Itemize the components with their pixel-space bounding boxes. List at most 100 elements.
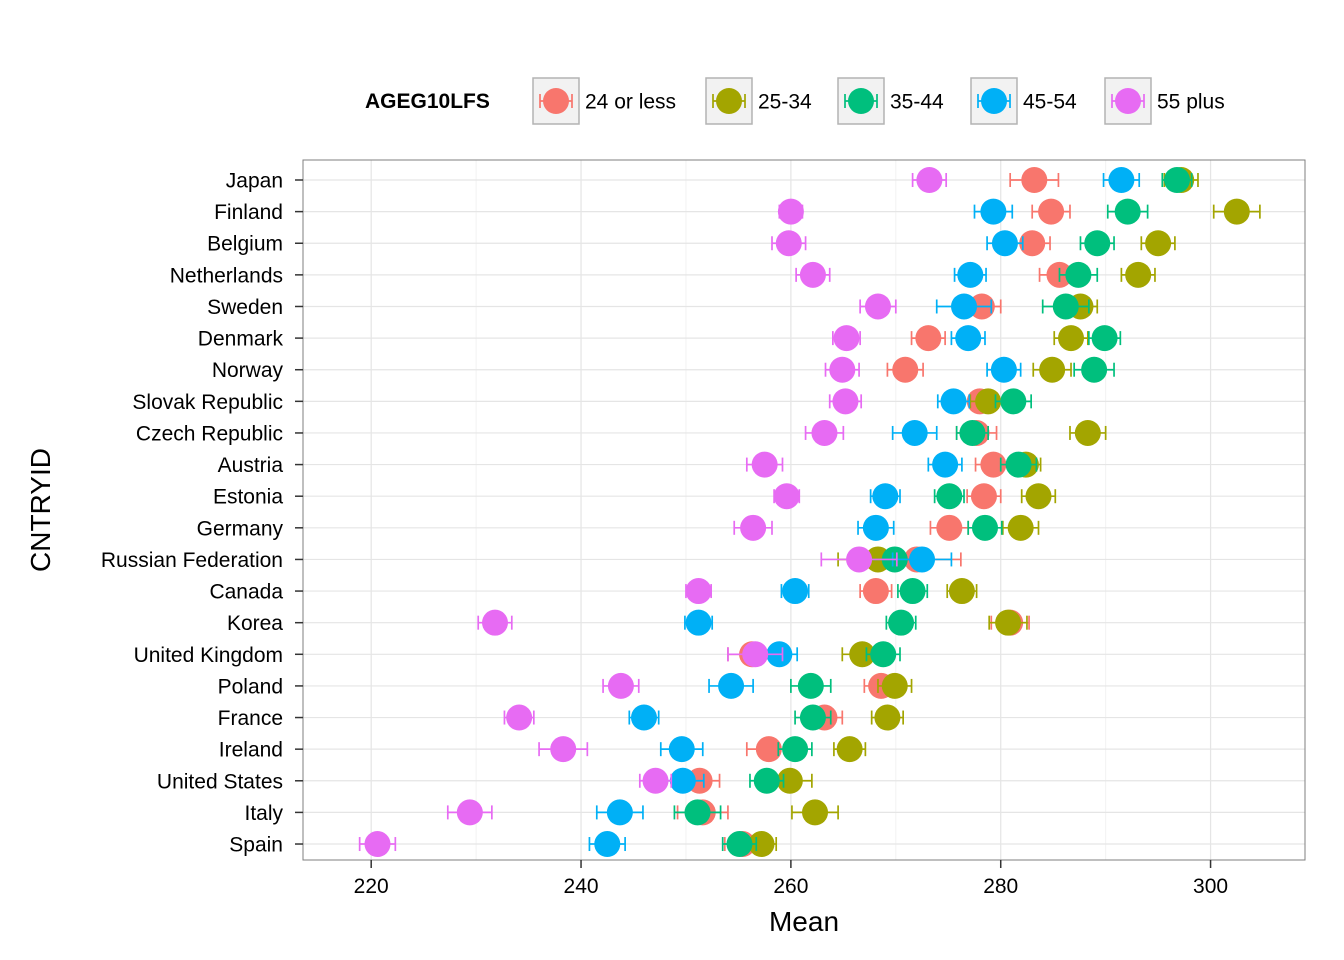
data-point [1084, 230, 1111, 257]
data-point [594, 831, 621, 858]
data-point [742, 641, 769, 668]
data-point [991, 230, 1018, 257]
data-point [980, 198, 1007, 225]
legend-item: 24 or less [532, 77, 676, 125]
data-point [1163, 167, 1190, 193]
data-point [811, 419, 838, 446]
data-point [685, 609, 712, 636]
data-point [755, 736, 782, 763]
x-tick-label: 300 [1193, 875, 1228, 898]
y-tick-label: Norway [212, 359, 284, 382]
data-point [955, 325, 982, 352]
data-point [901, 419, 928, 446]
y-tick-label: Denmark [198, 328, 284, 351]
x-tick-label: 240 [564, 875, 599, 898]
data-point [948, 578, 975, 605]
legend-label: 45-54 [1023, 91, 1077, 114]
data-point [797, 672, 824, 699]
data-point [668, 736, 695, 763]
data-point [775, 230, 802, 257]
legend-label: 25-34 [758, 91, 812, 114]
data-point [1038, 198, 1065, 225]
series-55-plus [358, 167, 948, 858]
data-point [1007, 514, 1034, 541]
data-point [1145, 230, 1172, 257]
data-point [932, 451, 959, 478]
data-point [506, 704, 533, 731]
legend-title: AGEG10LFS [365, 90, 490, 113]
data-points [358, 167, 1261, 858]
y-tick-label: Estonia [213, 486, 283, 509]
y-tick-label: Ireland [219, 739, 283, 762]
data-point [909, 546, 936, 573]
data-point [881, 672, 908, 699]
legend-item: 55 plus [1104, 77, 1225, 125]
y-axis-title: CNTRYID [25, 448, 56, 572]
data-point [970, 483, 997, 510]
plot-border [302, 159, 1306, 861]
data-point [753, 767, 780, 794]
y-tick-label: Japan [226, 170, 283, 193]
data-point [915, 325, 942, 352]
data-point [888, 609, 915, 636]
data-point [1058, 325, 1085, 352]
data-point [740, 514, 767, 541]
data-point [899, 578, 926, 605]
data-point [1052, 293, 1079, 320]
y-tick-label: United States [157, 770, 283, 793]
series-45-54 [588, 167, 1141, 858]
data-point [1039, 356, 1066, 383]
data-point [802, 799, 829, 826]
data-point [1125, 261, 1152, 288]
legend-key-point [848, 88, 874, 114]
data-point [990, 356, 1017, 383]
data-point [606, 799, 633, 826]
data-point [936, 483, 963, 510]
data-point [1081, 356, 1108, 383]
data-point [836, 736, 863, 763]
data-point [364, 831, 391, 858]
x-tick-label: 280 [983, 875, 1018, 898]
legend-key-point [543, 88, 569, 114]
data-point [669, 767, 696, 794]
data-point [872, 483, 899, 510]
data-point [957, 261, 984, 288]
data-point [630, 704, 657, 731]
legend-key-point [716, 88, 742, 114]
y-axis: Japan Finland Belgium Netherlands Sweden Denm… [101, 170, 303, 857]
data-point [1065, 261, 1092, 288]
legend: AGEG10LFS 24 or less 25-34 35-44 45-54 55 pl… [365, 77, 1225, 125]
data-point [782, 736, 809, 763]
y-tick-label: Russian Federation [101, 549, 283, 572]
series-35-44 [673, 167, 1193, 858]
data-point [777, 198, 804, 225]
data-point [862, 514, 889, 541]
x-tick-label: 220 [354, 875, 389, 898]
data-point [1005, 451, 1032, 478]
data-point [862, 578, 889, 605]
legend-key-point [981, 88, 1007, 114]
data-point [748, 831, 775, 858]
y-tick-label: Germany [197, 517, 284, 540]
data-point [971, 514, 998, 541]
y-tick-label: France [218, 707, 283, 730]
y-tick-label: Finland [214, 201, 283, 224]
data-point [1021, 167, 1048, 193]
y-tick-label: Belgium [207, 233, 283, 256]
x-axis-title: Mean [769, 906, 839, 937]
y-tick-label: Czech Republic [136, 422, 283, 445]
data-point [782, 578, 809, 605]
legend-item: 35-44 [837, 77, 944, 125]
data-point [482, 609, 509, 636]
y-tick-label: Slovak Republic [132, 391, 283, 414]
data-point [773, 483, 800, 510]
data-point [936, 514, 963, 541]
data-point [951, 293, 978, 320]
data-point [846, 546, 873, 573]
legend-item: 45-54 [970, 77, 1077, 125]
legend-label: 35-44 [890, 91, 944, 114]
data-point [995, 609, 1022, 636]
y-tick-label: Poland [218, 675, 283, 698]
legend-item: 25-34 [705, 77, 812, 125]
